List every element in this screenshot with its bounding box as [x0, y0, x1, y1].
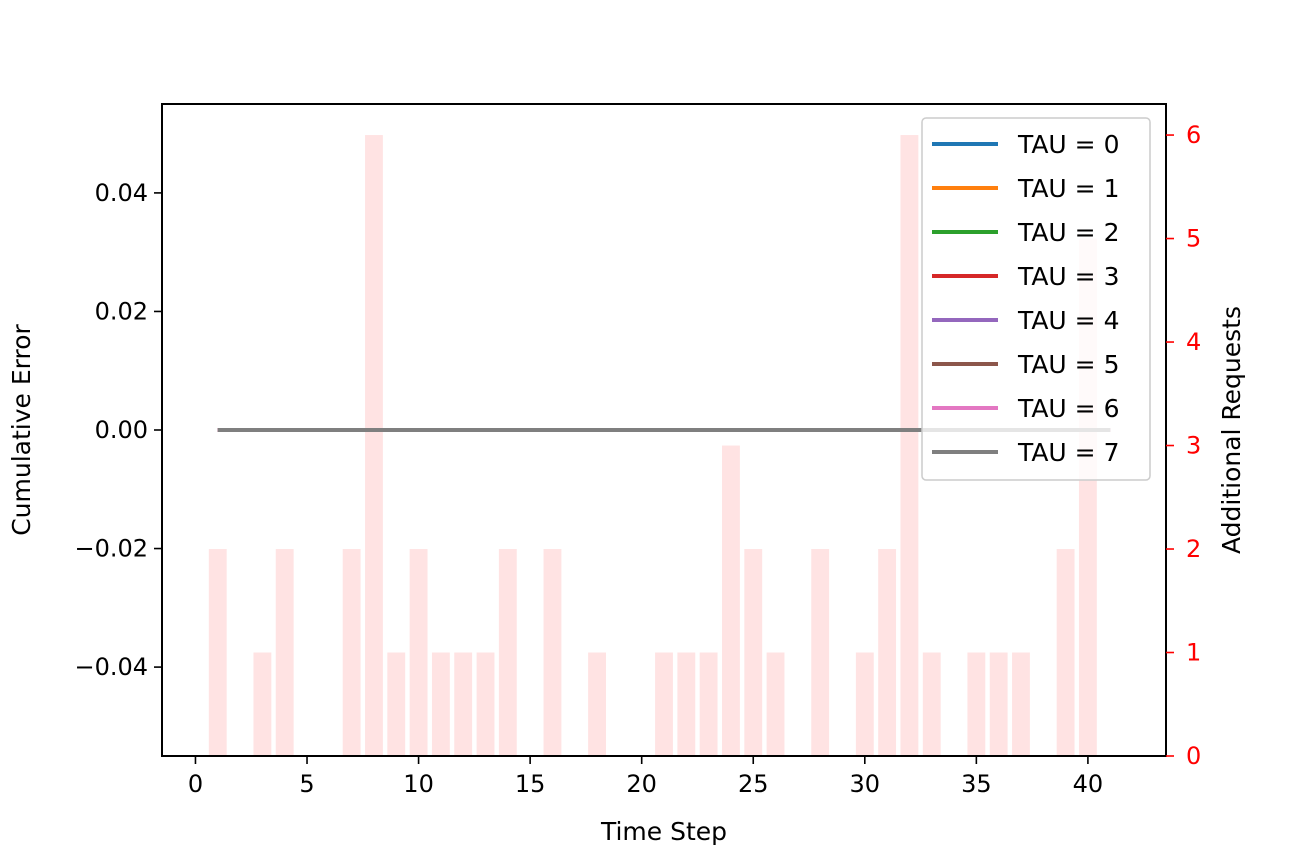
y-left-tick-label: 0.02: [95, 297, 148, 325]
bar: [387, 652, 406, 756]
bar: [409, 549, 428, 756]
bar: [967, 652, 986, 756]
x-tick-label: 0: [188, 770, 203, 798]
y-left-tick-label: −0.02: [74, 535, 148, 563]
y-right-tick-label: 1: [1186, 639, 1201, 667]
bar: [922, 652, 941, 756]
legend-label: TAU = 5: [1017, 350, 1119, 379]
bar: [655, 652, 673, 756]
x-tick-label: 5: [299, 770, 314, 798]
y-right-tick-label: 4: [1186, 328, 1201, 356]
x-tick-label: 25: [738, 770, 769, 798]
y-right-tick-label: 0: [1186, 742, 1201, 770]
x-tick-label: 40: [1073, 770, 1104, 798]
bar: [543, 549, 562, 756]
bar: [275, 549, 294, 756]
bar: [342, 549, 361, 756]
bar: [989, 652, 1008, 756]
y-left-tick-label: −0.04: [74, 653, 148, 681]
y-right-tick-label: 6: [1186, 121, 1201, 149]
y-left-tick-label: 0.04: [95, 179, 148, 207]
bar: [1012, 652, 1030, 756]
legend: TAU = 0 TAU = 1 TAU = 2 TAU = 3 TAU = 4 TAU =…: [921, 117, 1151, 481]
y-axis-right-label: Additional Requests: [1217, 306, 1246, 554]
y-right-tick-label: 2: [1186, 535, 1201, 563]
x-axis: 0 5 10 15 20 25 30 35 40: [188, 756, 1103, 798]
legend-label: TAU = 3: [1017, 262, 1119, 291]
x-tick-label: 35: [961, 770, 992, 798]
legend-label: TAU = 4: [1017, 306, 1119, 335]
bar: [766, 652, 785, 756]
legend-box: [921, 117, 1151, 481]
x-tick-label: 30: [850, 770, 881, 798]
x-axis-label: Time Step: [600, 817, 727, 846]
bar: [677, 652, 696, 756]
bar: [744, 549, 763, 756]
y-axis-left: −0.04 −0.02 0.00 0.02 0.04: [74, 179, 162, 681]
bar: [722, 445, 740, 756]
bar: [811, 549, 830, 756]
x-tick-label: 15: [515, 770, 546, 798]
legend-label: TAU = 6: [1017, 394, 1119, 423]
y-right-tick-label: 3: [1186, 432, 1201, 460]
bar: [878, 549, 897, 756]
y-axis-left-label: Cumulative Error: [7, 323, 36, 535]
bar: [431, 652, 450, 756]
legend-label: TAU = 1: [1017, 174, 1119, 203]
bar: [588, 652, 606, 756]
bar: [699, 652, 718, 756]
bar: [476, 652, 495, 756]
legend-label: TAU = 2: [1017, 218, 1119, 247]
x-tick-label: 10: [403, 770, 434, 798]
bar: [253, 652, 272, 756]
y-right-tick-label: 5: [1186, 225, 1201, 253]
bar: [855, 652, 874, 756]
bar: [498, 549, 517, 756]
bar: [365, 135, 383, 757]
bar: [1056, 549, 1075, 756]
bar: [900, 135, 919, 757]
x-tick-label: 20: [626, 770, 657, 798]
legend-label: TAU = 0: [1017, 130, 1119, 159]
bar-group: [208, 135, 1097, 757]
y-left-tick-label: 0.00: [95, 416, 148, 444]
legend-label: TAU = 7: [1017, 438, 1119, 467]
bar: [454, 652, 473, 756]
y-axis-right: 0 1 2 3 4 5 6: [1166, 121, 1201, 770]
bar: [208, 549, 227, 756]
